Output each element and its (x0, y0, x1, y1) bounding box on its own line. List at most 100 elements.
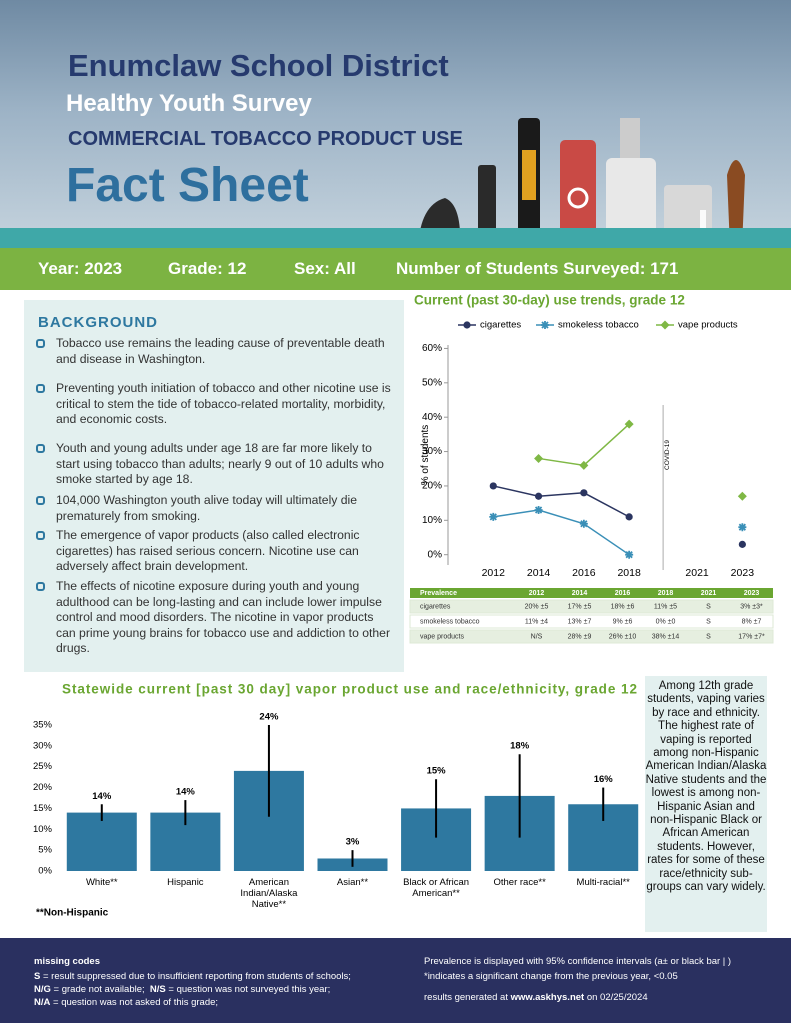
table-row-bg (409, 614, 774, 629)
y-tick-label: 15% (33, 803, 53, 814)
x-label-box: Multi-racial** (577, 877, 630, 888)
point (625, 550, 634, 559)
series-line (493, 485, 630, 518)
y-tick-label: 0% (428, 549, 443, 560)
table-header: Prevalence (420, 590, 457, 597)
device (620, 118, 640, 160)
y-tick-label: 5% (38, 845, 52, 856)
topic: COMMERCIAL TOBACCO PRODUCT USE (68, 128, 463, 150)
series-line (538, 423, 630, 467)
value-label: 3% (346, 837, 360, 848)
value-label: 16% (594, 774, 614, 785)
chart-title: Statewide current [past 30 day] vapor pr… (62, 682, 637, 697)
x-tick-label: 2012 (482, 567, 506, 579)
bullet: Preventing youth initiation of tobacco a… (36, 381, 396, 428)
y-tick-label: 35% (33, 720, 53, 731)
table-cell: 38% ±14 (652, 633, 680, 640)
info-bar: Year: 2023 Grade: 12 Sex: All Number of … (0, 248, 791, 290)
code-line: N/G = grade not available; N/S = questio… (34, 984, 330, 995)
point (534, 492, 543, 500)
table-cell: 9% ±6 (613, 618, 633, 625)
table-cell: S (706, 603, 711, 610)
x-label-box: Hispanic (167, 877, 203, 888)
code: S (34, 971, 41, 982)
code-text: = question was not surveyed this year; (168, 984, 331, 995)
table-cell: 28% ±9 (568, 633, 592, 640)
code-text: = question was not asked of this grade; (53, 997, 219, 1008)
point (579, 519, 588, 528)
background-heading: BACKGROUND (38, 314, 158, 331)
point (737, 491, 747, 501)
table-cell: 0% ±0 (656, 618, 676, 625)
sig-note: *indicates a significant change from the… (424, 971, 678, 982)
table-header: 2012 (529, 590, 545, 597)
sidebar: Among 12th grade students, vaping varies… (645, 676, 767, 932)
x-tick-label: Black or African American** (403, 877, 470, 899)
device (478, 165, 496, 245)
table-header-bg (410, 588, 773, 598)
x-label-box: Other race** (494, 877, 546, 888)
device (522, 150, 536, 200)
cigar (727, 160, 745, 248)
bullet: Tobacco use remains the leading cause of… (36, 336, 396, 367)
doc-title: Fact Sheet (66, 159, 309, 212)
x-tick-label: 2014 (527, 567, 551, 579)
x-tick-label: 2018 (617, 567, 641, 579)
table-header: 2021 (701, 590, 717, 597)
point (534, 453, 544, 463)
y-tick-label: 40% (422, 412, 442, 423)
code-line: S = result suppressed due to insufficien… (34, 971, 351, 982)
code: N/A (34, 997, 51, 1008)
value-label: 24% (259, 712, 279, 723)
header-banner: Enumclaw School District Healthy Youth S… (0, 0, 791, 248)
code: N/S (149, 984, 166, 995)
point (463, 321, 471, 329)
y-tick-label: 30% (422, 446, 442, 457)
results-line: results generated at www.askhys.net on 0… (424, 992, 648, 1003)
header-decoration (418, 118, 745, 248)
table-cell: 26% ±10 (609, 633, 637, 640)
point (660, 320, 670, 330)
survey-name: Healthy Youth Survey (66, 90, 312, 117)
table-cell: vape products (420, 633, 464, 640)
device (560, 140, 596, 248)
x-label-box: American Indian/Alaska Native** (240, 877, 297, 910)
x-label-box: Asian** (337, 877, 368, 888)
point (579, 460, 589, 470)
results-prefix: results generated at (424, 992, 508, 1003)
y-tick-label: 20% (33, 782, 53, 793)
table-cell: 20% ±5 (525, 603, 549, 610)
point (489, 482, 497, 490)
series-line (493, 509, 630, 556)
charts: Current (past 30-day) use trends, grade … (33, 293, 774, 919)
table-row-bg (409, 599, 774, 614)
results-date: on 02/25/2024 (586, 992, 648, 1003)
x-tick-label: 2021 (685, 567, 709, 579)
legend-label: cigarettes (480, 320, 521, 331)
table-cell: S (706, 618, 711, 625)
annotation: COVID-19 (664, 440, 671, 470)
x-label-box: White** (86, 877, 118, 888)
device (567, 187, 589, 209)
x-label-box: Black or African American** (403, 877, 470, 899)
point (534, 506, 543, 514)
device (606, 158, 656, 248)
table-header: 2014 (572, 590, 588, 597)
footer: missing codes S = result suppressed due … (0, 938, 791, 1023)
value-label: 15% (427, 766, 447, 777)
table-cell: 11% ±5 (654, 603, 677, 610)
code-text: = result suppressed due to insufficient … (42, 971, 351, 982)
bullet: Youth and young adults under age 18 are … (36, 441, 396, 488)
background-panel: BACKGROUND Tobacco use remains the leadi… (24, 300, 404, 672)
stripe (0, 228, 791, 248)
code: N/G (34, 984, 51, 995)
value-label: 14% (92, 791, 112, 802)
legend-label: smokeless tobacco (558, 320, 639, 331)
code-line: N/A = question was not asked of this gra… (34, 997, 218, 1008)
url[interactable]: www.askhys.net (510, 992, 585, 1003)
table-cell: 17% ±5 (568, 603, 592, 610)
y-tick-label: 10% (422, 515, 442, 526)
table-cell: 18% ±6 (611, 603, 635, 610)
district: Enumclaw School District (68, 48, 449, 83)
